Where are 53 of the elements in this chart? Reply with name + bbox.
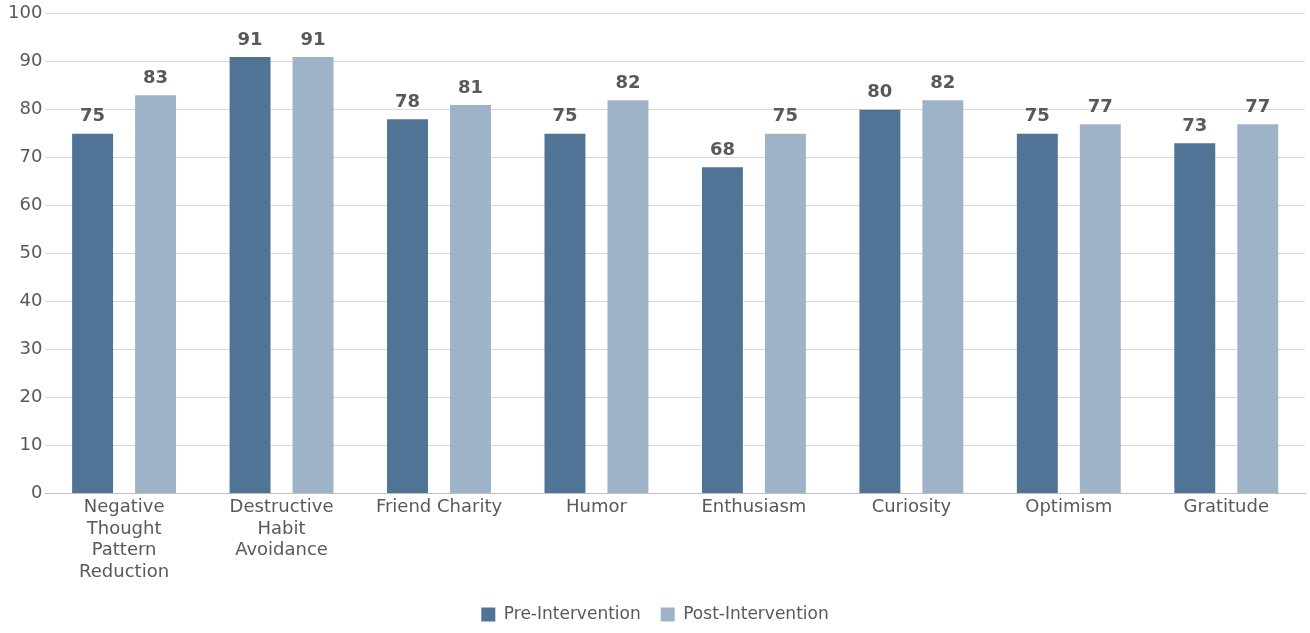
x-tick-label: Optimism: [1025, 495, 1113, 517]
data-label: 75: [552, 104, 578, 126]
bar: [387, 119, 428, 494]
bar: [292, 56, 334, 494]
x-tick-label: Gratitude: [1183, 495, 1269, 517]
data-label: 91: [300, 27, 326, 49]
bar: [450, 104, 491, 494]
y-tick-label: 40: [19, 289, 43, 311]
bar: [859, 109, 901, 494]
bar: [229, 56, 271, 494]
data-label: 77: [1245, 94, 1271, 116]
data-label: 75: [80, 104, 106, 126]
bar: [135, 95, 177, 494]
data-label: 82: [615, 70, 641, 92]
bar: [1016, 133, 1058, 494]
x-tick-label: Enthusiasm: [701, 495, 807, 517]
y-tick-label: 80: [19, 97, 43, 119]
data-label: 91: [237, 27, 263, 49]
x-tick-label: Humor: [566, 495, 628, 517]
bar: [922, 100, 964, 494]
data-label: 80: [867, 80, 893, 102]
y-tick-label: 30: [19, 337, 43, 359]
y-tick-label: 60: [19, 193, 43, 215]
x-tick-label: Curiosity: [871, 495, 952, 517]
data-label: 75: [772, 104, 798, 126]
data-label: 78: [394, 90, 421, 112]
y-tick-label: 0: [30, 481, 43, 503]
x-tick-label: Friend Charity: [375, 495, 503, 517]
data-label: 73: [1182, 114, 1208, 136]
y-tick-label: 50: [19, 241, 43, 263]
bar: [1237, 124, 1279, 494]
y-tick-label: 10: [19, 433, 43, 455]
bar: [701, 167, 743, 494]
y-tick-label: 70: [19, 145, 43, 167]
data-label: 77: [1087, 94, 1113, 116]
y-tick-label: 20: [19, 385, 43, 407]
y-tick-label: 100: [8, 1, 43, 23]
data-label: 81: [457, 75, 484, 97]
bar: [544, 133, 586, 494]
bar: [1079, 124, 1121, 494]
bar: [1174, 143, 1216, 494]
data-label: 82: [930, 70, 956, 92]
x-tick-label: Negative Thought Pattern Reduction: [79, 495, 170, 581]
bar: [607, 100, 649, 494]
x-tick-label: Destructive Habit Avoidance: [229, 495, 334, 560]
data-label: 75: [1024, 104, 1050, 126]
data-label: 83: [143, 66, 169, 88]
bar: [764, 133, 806, 494]
data-label: 68: [709, 138, 735, 160]
bar: [72, 133, 114, 494]
legend-label: Pre-Intervention: [503, 602, 641, 623]
legend-label: Post-Intervention: [683, 602, 829, 623]
y-tick-label: 90: [19, 49, 43, 71]
